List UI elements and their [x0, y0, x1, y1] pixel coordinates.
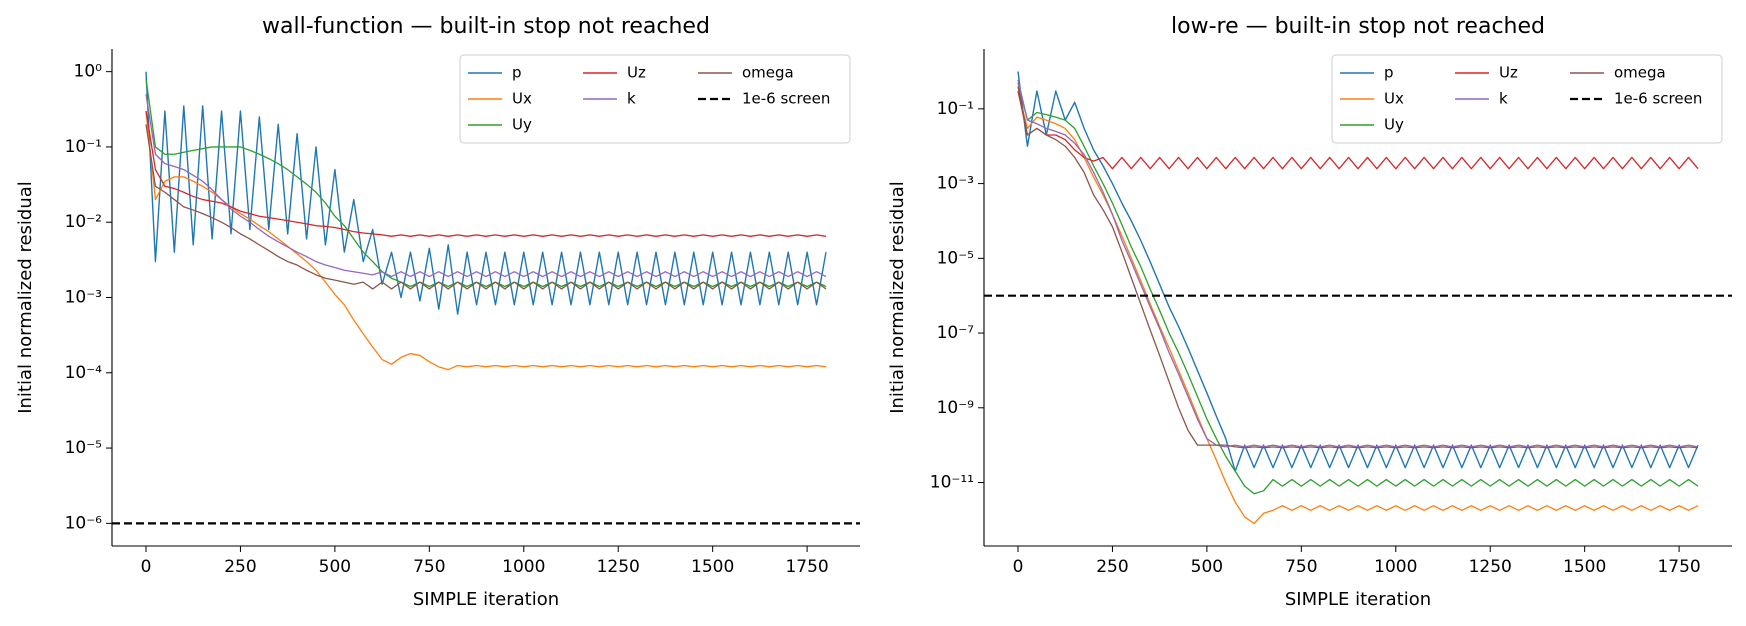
y-tick-label: 10⁻⁴ [65, 363, 103, 383]
x-tick-label: 250 [1096, 557, 1128, 577]
x-tick-label: 0 [141, 557, 152, 577]
legend-label: k [627, 90, 636, 108]
legend: p Ux Uy Uz k omega 1e-6 screen [459, 54, 851, 144]
x-axis-label: SIMPLE iteration [413, 589, 559, 610]
x-tick-label: 1500 [1563, 557, 1606, 577]
y-tick-label: 10⁻¹¹ [930, 473, 974, 493]
legend-label: Uz [1499, 64, 1518, 82]
plot-area [112, 71, 860, 525]
x-tick-label: 500 [319, 557, 351, 577]
legend-label: omega [742, 64, 794, 82]
legend-label: p [1384, 64, 1394, 82]
legend-label: Uy [1384, 116, 1404, 134]
series-line [145, 110, 827, 371]
plot-area [984, 71, 1732, 525]
y-axis-label: Initial normalized residual [15, 181, 36, 414]
x-tick-label: 750 [1285, 557, 1317, 577]
y-tick-label: 10⁻⁹ [937, 398, 975, 418]
x-tick-label: 0 [1013, 557, 1024, 577]
series-line [145, 71, 827, 315]
series-line [1017, 71, 1699, 472]
y-tick-label: 10⁻³ [65, 288, 102, 308]
chart-title: wall-function — built-in stop not reache… [262, 14, 710, 39]
series-line [1017, 90, 1699, 170]
y-axis-label: Initial normalized residual [887, 181, 908, 414]
series-line [1017, 79, 1699, 448]
y-tick-label: 10⁻⁷ [937, 323, 975, 343]
x-tick-label: 1500 [691, 557, 734, 577]
legend-label: 1e-6 screen [1614, 90, 1702, 108]
x-tick-label: 1000 [1374, 557, 1417, 577]
x-tick-label: 750 [413, 557, 445, 577]
series-line [145, 78, 827, 288]
series-line [1017, 86, 1699, 449]
x-tick-label: 250 [224, 557, 256, 577]
x-tick-label: 500 [1191, 557, 1223, 577]
series-line [145, 110, 827, 237]
legend-label: 1e-6 screen [742, 90, 830, 108]
y-tick-label: 10⁻⁵ [65, 438, 102, 458]
y-tick-label: 10⁻⁶ [65, 513, 103, 533]
y-tick-label: 10⁻¹ [937, 99, 974, 119]
x-tick-label: 1250 [597, 557, 640, 577]
y-tick-label: 10⁻³ [937, 174, 974, 194]
legend-box [1331, 54, 1723, 144]
x-tick-label: 1750 [1657, 557, 1700, 577]
series-line [145, 94, 827, 278]
legend-label: Ux [1384, 90, 1404, 108]
legend-box [459, 54, 851, 144]
y-tick-label: 10⁻⁵ [937, 248, 974, 268]
x-axis-label: SIMPLE iteration [1285, 589, 1431, 610]
series-line [1017, 82, 1699, 495]
series-line [1017, 90, 1699, 525]
y-tick-label: 10⁰ [74, 62, 103, 82]
x-tick-label: 1250 [1469, 557, 1512, 577]
legend-label: Uy [512, 116, 532, 134]
legend-label: Ux [512, 90, 532, 108]
chart-title: low-re — built-in stop not reached [1171, 14, 1545, 39]
legend-label: k [1499, 90, 1508, 108]
y-tick-label: 10⁻² [65, 212, 102, 232]
legend: p Ux Uy Uz k omega 1e-6 screen [1331, 54, 1723, 144]
series-line [145, 124, 827, 290]
legend-label: Uz [627, 64, 646, 82]
legend-label: p [512, 64, 522, 82]
y-tick-label: 10⁻¹ [65, 137, 102, 157]
x-tick-label: 1750 [785, 557, 828, 577]
legend-label: omega [1614, 64, 1666, 82]
subplot: low-re — built-in stop not reached SIMPLE… [887, 14, 1732, 610]
x-tick-label: 1000 [502, 557, 545, 577]
subplot: wall-function — built-in stop not reache… [15, 14, 860, 610]
